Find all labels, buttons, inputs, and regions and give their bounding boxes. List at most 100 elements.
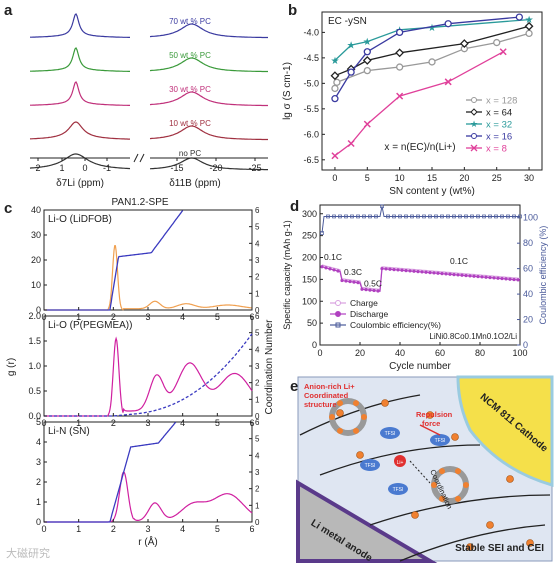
data-point <box>331 152 339 160</box>
li-ion-dot <box>411 511 419 519</box>
trace-label: no PC <box>179 149 201 158</box>
legend-marker: ★ <box>470 119 478 129</box>
y-tick-label-right: 40 <box>523 289 533 299</box>
legend-marker <box>471 97 477 103</box>
x-axis-title: SN content y (wt%) <box>389 186 475 197</box>
ce-point <box>434 214 438 219</box>
x-tick-label: 0 <box>317 348 322 358</box>
rate-label: 0.3C <box>344 267 362 277</box>
y-axis-title-left: g (r) <box>6 358 17 376</box>
x-tick-label: 20 <box>355 348 365 358</box>
cn-tick-label: 1 <box>255 501 260 510</box>
discharge-point <box>484 275 488 279</box>
y-tick-label: 4 <box>36 437 41 447</box>
data-point <box>363 120 371 128</box>
y-tick-label: 250 <box>302 231 317 241</box>
data-point <box>444 78 452 86</box>
x-axis-title: Cycle number <box>389 361 451 372</box>
y-tick-label: 0 <box>36 517 41 527</box>
x-tick-label: 30 <box>524 173 534 183</box>
x-tick-label: 10 <box>395 173 405 183</box>
b-trace <box>149 91 268 107</box>
b-trace <box>149 157 268 171</box>
li-axis-title: δ7Li (ppm) <box>56 178 104 189</box>
ce-point <box>458 214 462 219</box>
x-tick-label: 5 <box>215 418 220 428</box>
x-tick-label: 60 <box>435 348 445 358</box>
discharge-point <box>356 281 360 285</box>
ce-point <box>488 214 492 219</box>
series-line-0 <box>334 32 530 89</box>
li-tick-label: 2 <box>35 163 40 173</box>
li-ion-dot <box>466 543 474 551</box>
trace-label: 70 wt % PC <box>169 17 211 26</box>
ce-point <box>410 214 414 219</box>
x-tick-label: 100 <box>512 348 527 358</box>
x-tick-label: 5 <box>365 173 370 183</box>
ce-point <box>332 214 336 219</box>
x-tick-label: 1 <box>76 524 81 534</box>
data-point <box>515 13 524 21</box>
discharge-point <box>452 272 456 277</box>
discharge-point <box>392 268 396 272</box>
data-point <box>395 28 404 37</box>
legend-label: Discharge <box>350 309 389 319</box>
ce-point <box>506 214 510 219</box>
data-point: ★ <box>428 23 437 34</box>
discharge-point <box>352 280 356 284</box>
legend-marker <box>335 311 341 317</box>
x-tick-label: 20 <box>459 173 469 183</box>
charge-curve <box>321 264 521 291</box>
data-point <box>333 78 341 86</box>
discharge-point <box>448 272 452 276</box>
ring-atom <box>353 427 359 434</box>
discharge-point <box>508 277 512 281</box>
data-point <box>331 84 339 93</box>
discharge-point <box>336 269 340 273</box>
cn-tick-label: 6 <box>255 206 260 215</box>
discharge-point <box>436 271 440 275</box>
legend-marker <box>471 133 477 139</box>
y-axis-title-left: Specific capacity (mAh g-1) <box>282 220 292 330</box>
li-trace <box>30 80 130 106</box>
cell-label: LiNi0.8Co0.1Mn0.1O2/Li <box>429 332 517 341</box>
y-axis-title-right: Coulombic efficiency (%) <box>538 226 548 325</box>
cn-tick-label: 2 <box>255 485 260 494</box>
y-tick-label: 200 <box>302 253 317 263</box>
y-tick-label-right: 0 <box>523 340 528 350</box>
b-tick-label: -15 <box>170 163 183 173</box>
anion-rich-label-3: structure <box>304 400 337 409</box>
y-tick-label: 300 <box>302 209 317 219</box>
cn-curve <box>44 210 184 311</box>
ce-point <box>482 214 486 219</box>
cn-tick-label: 4 <box>255 451 260 460</box>
y-tick-label: 2.0 <box>28 311 41 321</box>
y-tick-label-right: 20 <box>523 315 533 325</box>
discharge-point <box>424 270 428 274</box>
ce-point <box>338 214 342 219</box>
ce-point <box>422 214 426 219</box>
cn-tick-label: 0 <box>255 306 260 315</box>
discharge-point <box>464 273 468 278</box>
coordination-arrow <box>409 460 431 484</box>
b-axis-title: δ11B (ppm) <box>169 178 221 189</box>
x-tick-label: 1 <box>76 312 81 322</box>
ce-point <box>440 214 444 219</box>
y-tick-label: 3 <box>36 457 41 467</box>
cn-tick-label: 5 <box>255 223 260 232</box>
data-point <box>444 20 452 28</box>
data-point <box>396 92 404 100</box>
y-tick-label: -5.5 <box>303 104 319 114</box>
panel-c-letter: c <box>4 200 13 217</box>
li-ion-dot <box>426 411 434 419</box>
discharge-point <box>460 273 464 277</box>
li-trace <box>29 153 131 170</box>
x-tick-label: 4 <box>180 418 185 428</box>
annotation: x = n(EC)/n(Li+) <box>384 142 455 153</box>
discharge-point <box>384 267 388 271</box>
data-point <box>330 71 340 81</box>
data-point <box>395 48 405 58</box>
y-tick-label: -5.0 <box>303 78 319 88</box>
y-axis-title-right: Coordination Number <box>264 319 275 415</box>
